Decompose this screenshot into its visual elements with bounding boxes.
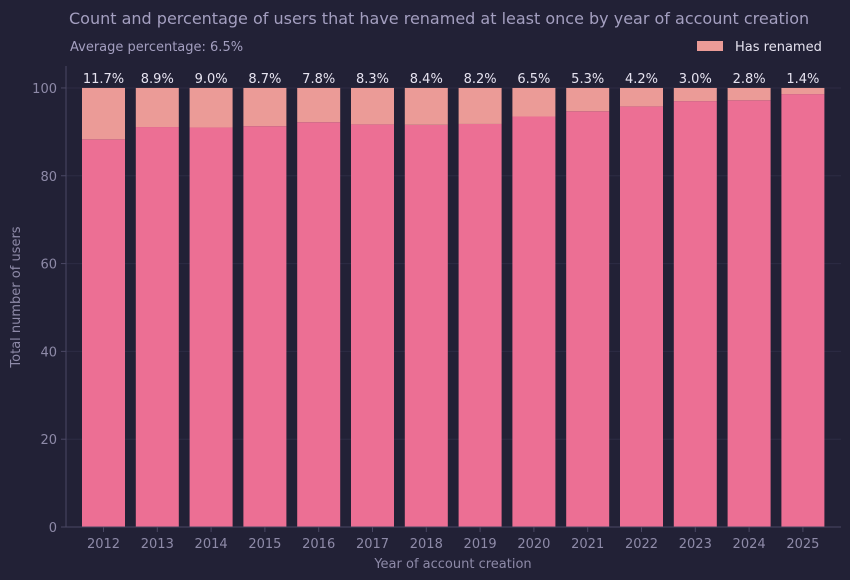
x-tick-label: 2013 xyxy=(141,537,174,552)
bar-data-label: 5.3% xyxy=(571,72,604,87)
bar-data-label: 8.9% xyxy=(141,72,174,87)
bar-renamed-segment xyxy=(781,87,825,95)
x-tick-label: 2023 xyxy=(679,537,712,552)
bar-base-segment xyxy=(243,126,287,527)
bar-base-segment xyxy=(135,127,179,527)
bar-data-label: 8.3% xyxy=(356,72,389,87)
bar-data-label: 8.2% xyxy=(464,72,497,87)
y-tick-label: 0 xyxy=(49,521,57,536)
bar-base-segment xyxy=(297,122,341,528)
bar-renamed-segment xyxy=(243,87,287,127)
x-tick-label: 2012 xyxy=(87,537,120,552)
bar-base-segment xyxy=(189,127,233,527)
bar-renamed-segment xyxy=(297,87,341,123)
bar-renamed-segment xyxy=(135,87,179,128)
chart-title: Count and percentage of users that have … xyxy=(69,9,809,28)
x-axis-label: Year of account creation xyxy=(373,557,531,572)
bar-data-label: 4.2% xyxy=(625,72,658,87)
axes: 0 20 40 60 80 100 2012 2013 2014 2015 2016 2017 2018… xyxy=(32,66,841,552)
bar-data-label: 3.0% xyxy=(679,72,712,87)
bar-renamed-segment xyxy=(351,87,394,125)
data-labels: 11.7% 8.9% 9.0% 8.7% 7.8% 8.3% 8.4% 8.2% 6.5% 5.3… xyxy=(83,72,820,87)
bar-data-label: 6.5% xyxy=(517,72,550,87)
bar-renamed-segment xyxy=(727,87,771,101)
x-tick-label: 2019 xyxy=(464,537,497,552)
gridlines xyxy=(66,87,841,528)
legend-swatch-has-renamed xyxy=(697,41,723,51)
bar-renamed-segment xyxy=(189,87,233,128)
legend: Has renamed xyxy=(697,40,822,55)
x-tick-label: 2014 xyxy=(195,537,228,552)
x-tick-label: 2022 xyxy=(625,537,658,552)
bar-data-label: 7.8% xyxy=(302,72,335,87)
bar-data-label: 9.0% xyxy=(195,72,228,87)
bar-renamed-segment xyxy=(620,87,663,107)
y-axis-label: Total number of users xyxy=(9,226,24,368)
bar-renamed-segment xyxy=(673,87,717,102)
bar-data-label: 8.4% xyxy=(410,72,443,87)
x-tick-label: 2016 xyxy=(302,537,335,552)
bar-data-label: 11.7% xyxy=(83,72,124,87)
x-tick-label: 2015 xyxy=(248,537,281,552)
bar-base-segment xyxy=(781,94,825,527)
bar-renamed-segment xyxy=(82,87,125,140)
bars xyxy=(82,87,825,528)
y-tick-label: 20 xyxy=(40,433,57,448)
bar-renamed-segment xyxy=(404,87,448,125)
bar-base-segment xyxy=(566,111,610,528)
x-tick-label: 2017 xyxy=(356,537,389,552)
bar-base-segment xyxy=(404,124,448,527)
bar-base-segment xyxy=(82,139,125,527)
y-tick-label: 60 xyxy=(40,258,57,273)
x-tick-label: 2018 xyxy=(410,537,443,552)
bar-base-segment xyxy=(673,101,717,527)
bar-base-segment xyxy=(620,106,663,527)
bar-renamed-segment xyxy=(566,87,610,112)
bar-renamed-segment xyxy=(512,87,556,117)
y-tick-label: 80 xyxy=(40,170,57,185)
bar-base-segment xyxy=(727,100,771,527)
chart-subtitle: Average percentage: 6.5% xyxy=(70,40,243,55)
bar-data-label: 2.8% xyxy=(733,72,766,87)
bar-base-segment xyxy=(458,123,502,527)
bar-data-label: 8.7% xyxy=(248,72,281,87)
bar-renamed-segment xyxy=(458,87,502,124)
x-tick-label: 2020 xyxy=(517,537,550,552)
bar-base-segment xyxy=(512,116,556,527)
bar-base-segment xyxy=(351,124,394,527)
y-tick-label: 40 xyxy=(40,345,57,360)
x-tick-label: 2021 xyxy=(571,537,604,552)
x-tick-label: 2024 xyxy=(733,537,766,552)
y-tick-label: 100 xyxy=(32,82,57,97)
bar-data-label: 1.4% xyxy=(786,72,819,87)
legend-label-has-renamed: Has renamed xyxy=(735,40,822,55)
x-tick-label: 2025 xyxy=(786,537,819,552)
